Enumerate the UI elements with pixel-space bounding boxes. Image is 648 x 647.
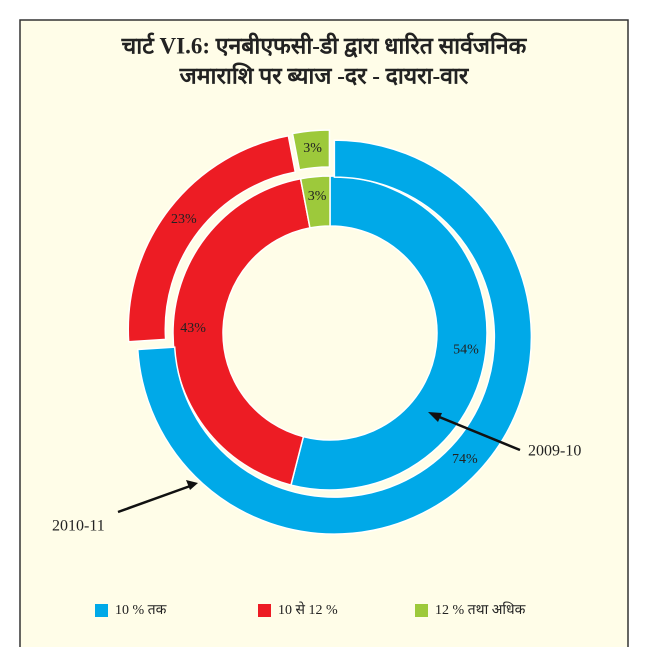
legend: 10 % तक 10 से 12 % 12 % तथा अधिक (95, 601, 526, 618)
chart-title: चार्ट VI.6: एनबीएफसी-डी द्वारा धारित सार… (121, 31, 528, 58)
arrow (117, 483, 194, 514)
legend-label: 10 से 12 % (278, 601, 338, 618)
value-label: 74% (452, 452, 478, 467)
donut-segment (299, 175, 331, 229)
donut-segment (136, 139, 533, 535)
donut-segment (172, 177, 311, 486)
frame (19, 19, 629, 647)
legend-label: 12 % तथा अधिक (435, 601, 526, 618)
donut-segment (291, 129, 331, 171)
value-label: 23% (171, 212, 197, 227)
legend-swatch (258, 604, 271, 617)
donut-segment (127, 134, 297, 343)
legend-label: 10 % तक (115, 603, 167, 618)
arrow-head (428, 412, 442, 422)
value-label: 3% (308, 189, 327, 204)
value-label: 3% (303, 141, 322, 156)
legend-swatch (95, 604, 108, 617)
donut-segment (290, 175, 488, 491)
rings: 54% 43% 3% 74% 23% 3% (127, 129, 533, 535)
legend-swatch (415, 604, 428, 617)
value-label: 43% (180, 321, 206, 336)
arrow-head (186, 480, 198, 490)
arrow (431, 412, 521, 452)
chart-title: जमाराशि पर ब्याज -दर - दायरा-वार (179, 61, 470, 88)
value-label: 54% (453, 342, 479, 357)
series-annotation: 2010-11 (52, 518, 105, 535)
series-annotation: 2009-10 (528, 443, 581, 460)
